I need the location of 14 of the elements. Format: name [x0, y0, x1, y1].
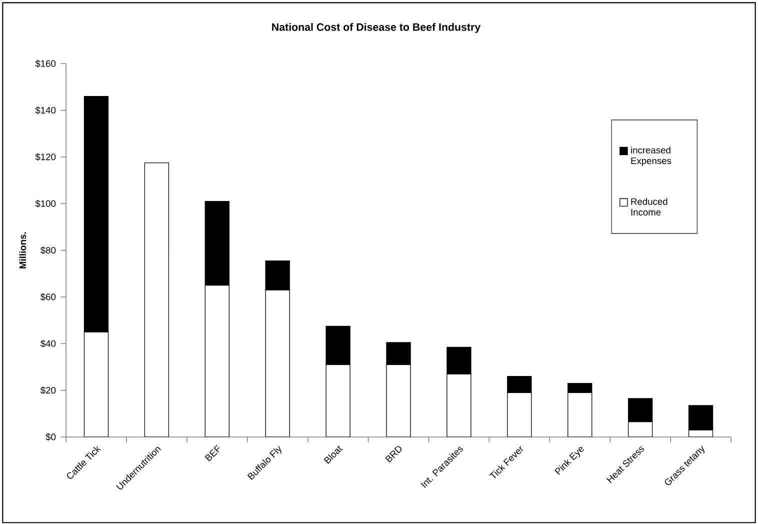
legend-label: increased Expenses: [631, 146, 672, 166]
y-tick-label: $80: [40, 246, 56, 254]
y-tick-label: $0: [46, 433, 56, 441]
y-tick-label: $160: [35, 60, 56, 68]
y-tick-label: $120: [35, 153, 56, 161]
y-tick-label: $40: [40, 340, 56, 348]
chart-title: National Cost of Disease to Beef Industry: [272, 23, 481, 33]
y-tick-label: $60: [40, 293, 56, 301]
bar: [144, 162, 170, 437]
y-tick-label: $140: [35, 106, 56, 114]
y-tick-label: $100: [35, 200, 56, 208]
y-axis-title: Millions.: [19, 232, 26, 268]
y-tick-label: $20: [40, 386, 56, 394]
legend-label: Reduced Income: [631, 198, 668, 216]
